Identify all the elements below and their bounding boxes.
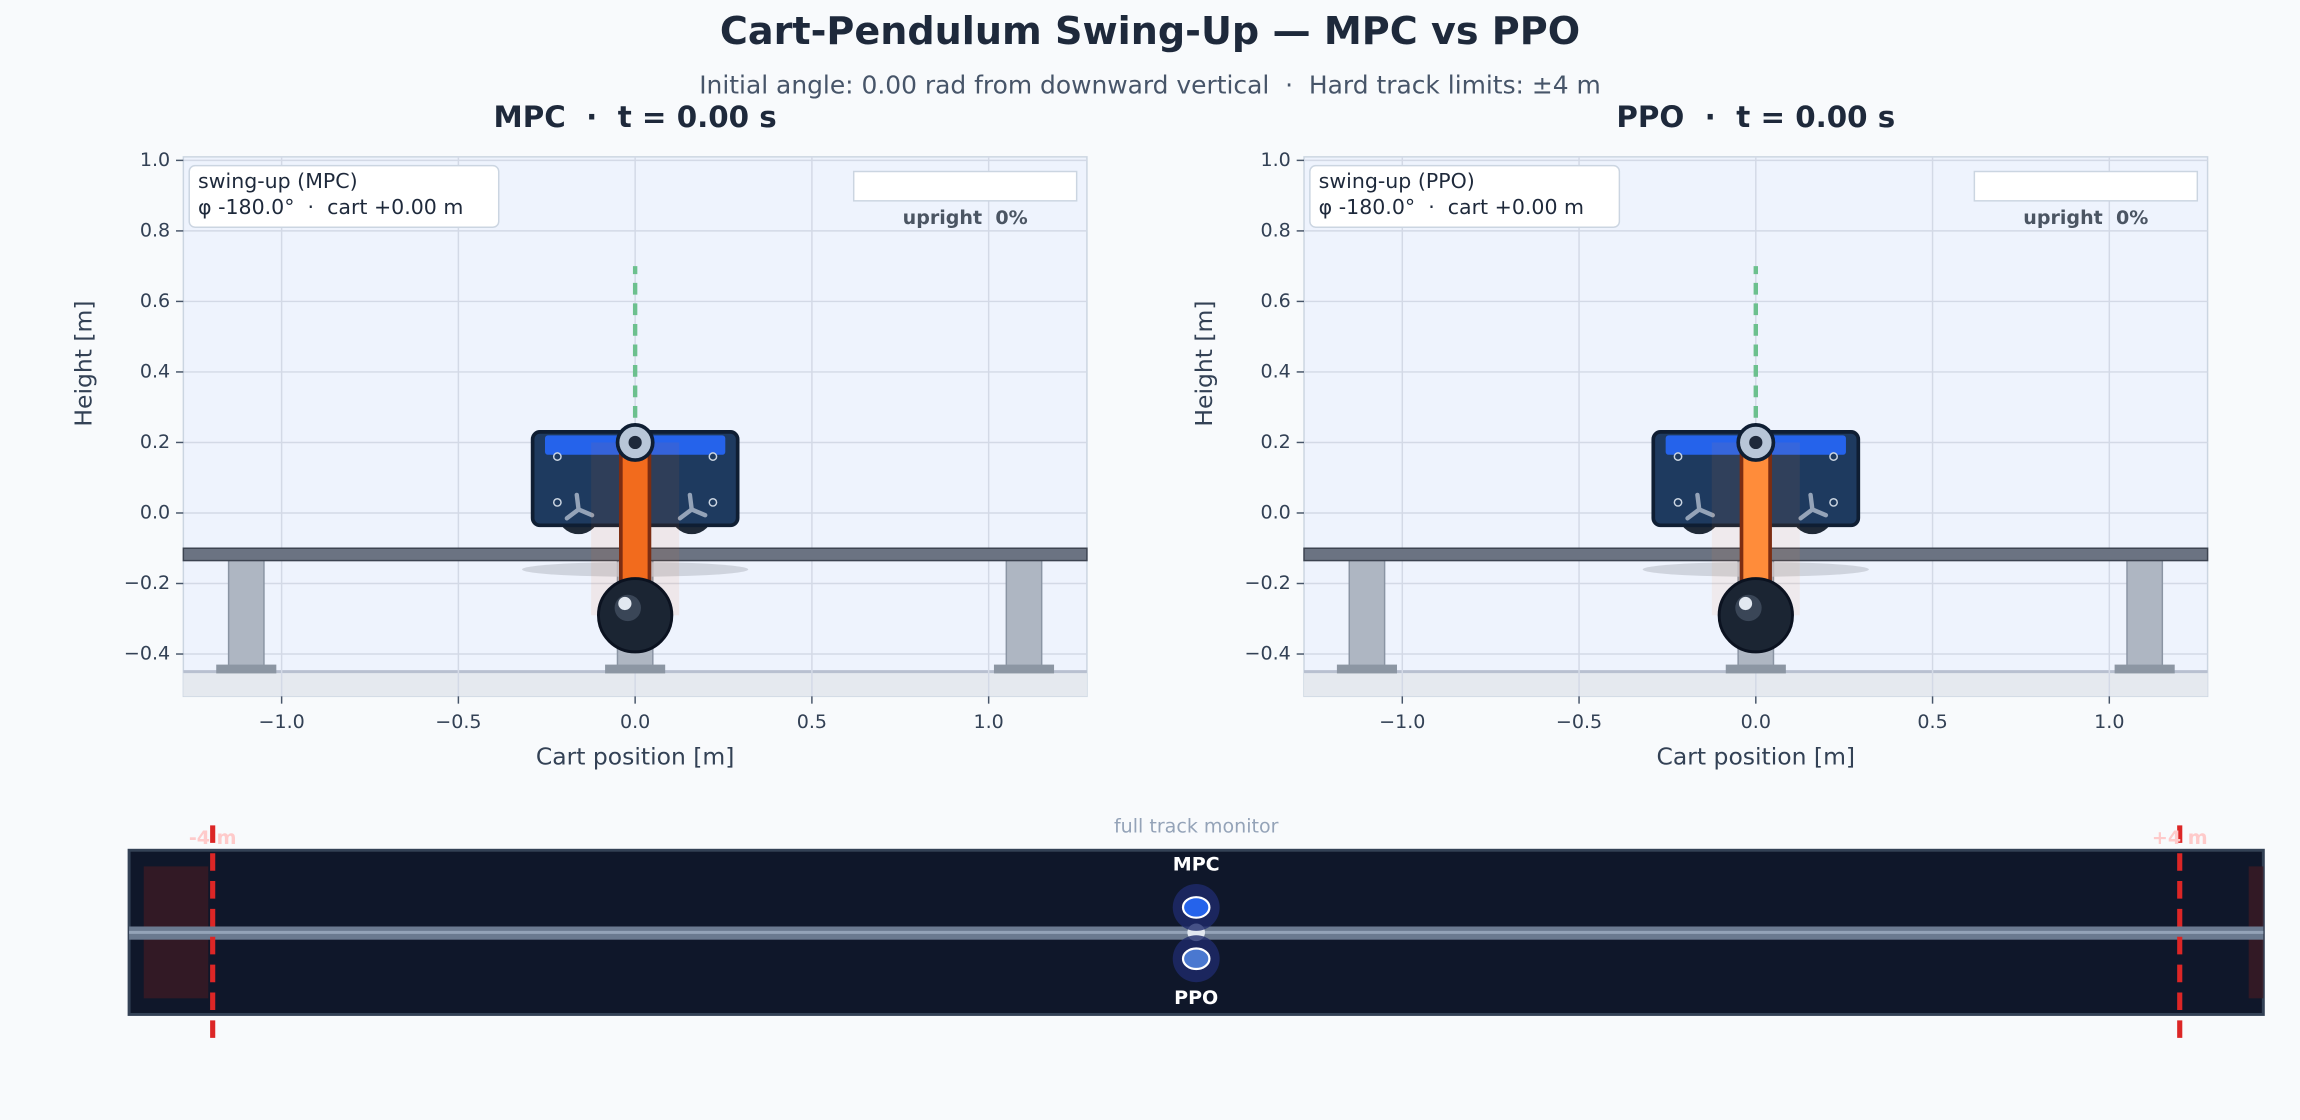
x-tick-label: −1.0 [1379,711,1425,733]
y-tick-label: 0.6 [140,290,170,312]
x-tick-label: 0.0 [1741,711,1771,733]
wheel-spoke [677,507,694,521]
wheel-spoke [564,507,581,521]
track-post-foot [2114,664,2175,674]
x-tick-label: −0.5 [435,711,481,733]
y-tick-label: −0.2 [1245,572,1291,594]
cart-marker-label: MPC [1173,853,1220,875]
upright-label: upright 0% [2023,207,2148,229]
y-tick-label: 0.8 [1261,219,1291,241]
cart-bolt [552,452,562,461]
y-tick-label: 0.0 [140,501,170,523]
y-tick-label: −0.4 [1245,643,1291,665]
y-tick-label: 1.0 [1261,149,1291,171]
cart-bolt [552,498,562,507]
track-post [1005,554,1043,673]
wheel-spoke [1685,507,1702,521]
track-limit-label: +4 m [2152,827,2208,849]
track-post [227,554,265,673]
track-post-foot [605,664,666,674]
x-tick-label: −0.5 [1556,711,1602,733]
monitor-title: full track monitor [1114,815,1279,837]
y-tick-label: −0.4 [124,643,170,665]
bob-shine [1738,596,1753,611]
wheel-spoke [1695,492,1702,512]
upright-bar-bg [1973,170,2199,202]
legend-text: swing-up (MPC) [198,169,358,193]
legend-box [188,164,500,228]
wheel-spoke [576,507,595,518]
cart-marker [1181,896,1211,919]
pivot-hub [628,435,642,450]
legend-text: φ -180.0° · cart +0.00 m [1319,195,1584,219]
wheel-spoke [1808,492,1815,512]
track-post-foot [216,664,277,674]
wheel-spoke [689,507,708,518]
track-post-foot [1336,664,1397,674]
figure-title: Cart-Pendulum Swing-Up — MPC vs PPO [720,9,1580,53]
upright-label: upright 0% [903,207,1028,229]
wheel-spoke [1697,507,1715,518]
y-tick-label: −0.2 [124,572,170,594]
y-axis-label: Height [m] [70,301,98,427]
cart-bolt [708,452,718,461]
upright-bar-bg [852,170,1078,202]
track-post-foot [1725,664,1786,674]
cart-marker-label: PPO [1174,987,1218,1009]
legend-text: φ -180.0° · cart +0.00 m [198,195,463,219]
x-tick-label: −1.0 [258,711,304,733]
y-tick-label: 0.0 [1261,501,1291,523]
y-tick-label: 0.4 [1261,360,1291,382]
wheel-spoke [1798,507,1815,521]
cart-bolt [1673,498,1683,507]
figure-subtitle: Initial angle: 0.00 rad from downward ve… [699,70,1601,99]
y-tick-label: 0.2 [140,431,170,453]
x-tick-label: 0.5 [797,711,827,733]
track-post-foot [993,664,1055,674]
y-tick-label: 1.0 [140,149,170,171]
cart-bolt [708,498,718,507]
cart-bolt [1829,452,1838,461]
y-tick-label: 0.8 [140,219,170,241]
wheel-spoke [574,492,581,512]
track-limit-label: -4 m [189,827,237,849]
y-axis-label: Height [m] [1190,301,1218,427]
pivot-hub [1749,435,1763,450]
track-post [1348,554,1386,673]
cart-bolt [1673,452,1683,461]
y-tick-label: 0.6 [1261,290,1291,312]
legend-text: swing-up (PPO) [1319,169,1475,193]
x-axis-label: Cart position [m] [1657,742,1856,770]
x-tick-label: 0.0 [620,711,650,733]
y-tick-label: 0.4 [140,360,170,382]
x-tick-label: 0.5 [1917,711,1947,733]
x-tick-label: 1.0 [973,711,1003,733]
panel-title: MPC · t = 0.00 s [494,100,777,134]
bob-shine [618,596,632,611]
wheel-spoke [687,492,694,512]
cart-marker [1181,947,1211,971]
x-axis-label: Cart position [m] [536,742,735,770]
x-tick-label: 1.0 [2094,711,2124,733]
cart-bolt [1829,498,1838,507]
wheel-spoke [1810,507,1829,518]
track-post [2126,554,2164,673]
y-tick-label: 0.2 [1261,431,1291,453]
legend-box [1309,164,1621,228]
panel-title: PPO · t = 0.00 s [1616,100,1895,134]
